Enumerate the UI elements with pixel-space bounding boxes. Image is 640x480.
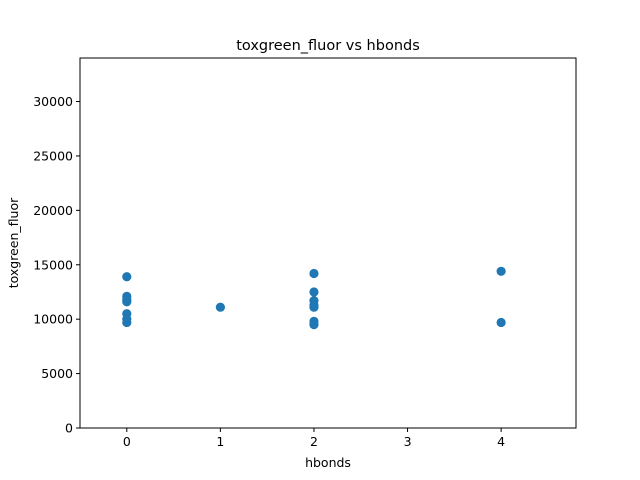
data-point [215,302,225,312]
x-axis: 0 1 2 3 4 [123,428,505,449]
y-tick-label: 20000 [33,203,73,218]
data-point [309,268,319,279]
x-tick-label: 1 [216,434,224,449]
y-tick-label: 15000 [33,257,73,272]
y-tick-label: 0 [65,421,73,436]
y-axis-label: toxgreen_fluor [6,197,21,288]
x-tick-label: 4 [497,434,505,449]
data-point [309,320,319,330]
data-point [122,272,132,282]
y-axis: 0 5000 10000 15000 20000 25000 30000 [33,94,80,436]
chart-title: toxgreen_fluor vs hbonds [236,38,420,54]
y-tick-label: 25000 [33,148,73,163]
x-axis-label: hbonds [305,455,351,470]
x-tick-label: 2 [310,434,318,449]
data-point [496,266,506,276]
data-point [122,297,132,307]
plot-area [79,57,577,429]
x-tick-label: 3 [404,434,412,449]
y-tick-label: 10000 [33,312,73,327]
y-tick-label: 30000 [33,94,73,109]
data-point [496,317,506,328]
data-point [309,302,319,312]
data-point [122,317,132,328]
y-tick-label: 5000 [41,366,73,381]
data-point [309,287,319,297]
x-tick-label: 0 [123,434,131,449]
data-points [122,266,506,330]
